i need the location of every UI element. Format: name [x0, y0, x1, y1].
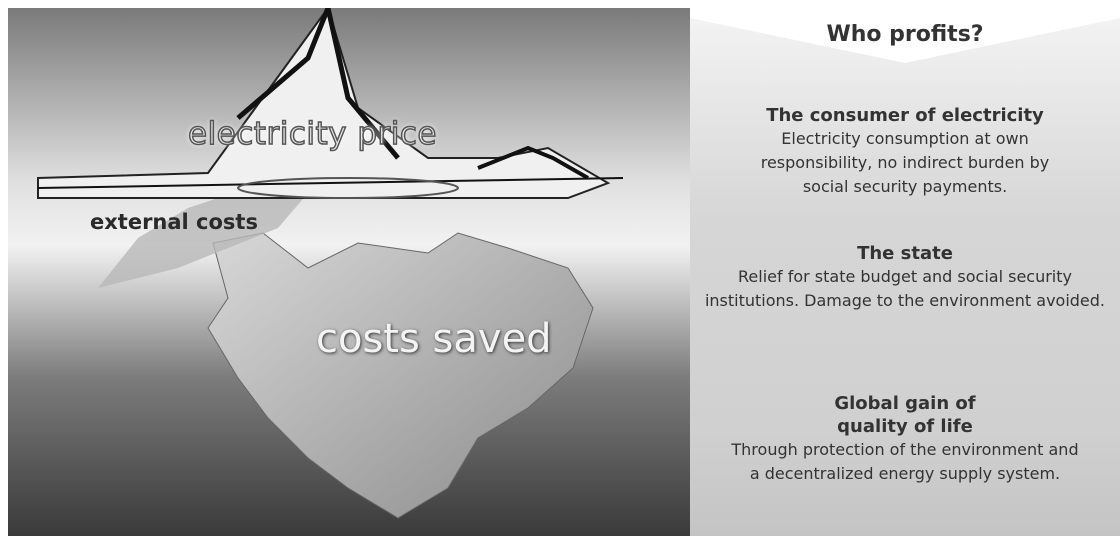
section: Global gain of quality of life Through p… — [690, 392, 1120, 486]
label-waterline: external costs — [90, 210, 258, 234]
section: The consumer of electricity Electricity … — [690, 104, 1120, 199]
section-body: Relief for state budget and social secur… — [695, 265, 1115, 313]
section-heading: The consumer of electricity — [705, 104, 1105, 127]
label-bottom: costs saved — [316, 316, 552, 362]
info-panel: Who profits? The consumer of electricity… — [690, 8, 1120, 536]
iceberg-illustration — [8, 8, 690, 536]
label-top: electricity price — [188, 116, 437, 152]
iceberg-panel: electricity price external costs costs s… — [8, 8, 690, 536]
section: The state Relief for state budget and so… — [690, 242, 1120, 313]
section-heading: Global gain of quality of life — [805, 392, 1005, 438]
infographic: electricity price external costs costs s… — [0, 0, 1120, 536]
section-body: Electricity consumption at own responsib… — [740, 127, 1070, 199]
section-heading: The state — [775, 242, 1035, 265]
panel-title: Who profits? — [690, 22, 1120, 47]
section-body: Through protection of the environment an… — [725, 438, 1085, 486]
